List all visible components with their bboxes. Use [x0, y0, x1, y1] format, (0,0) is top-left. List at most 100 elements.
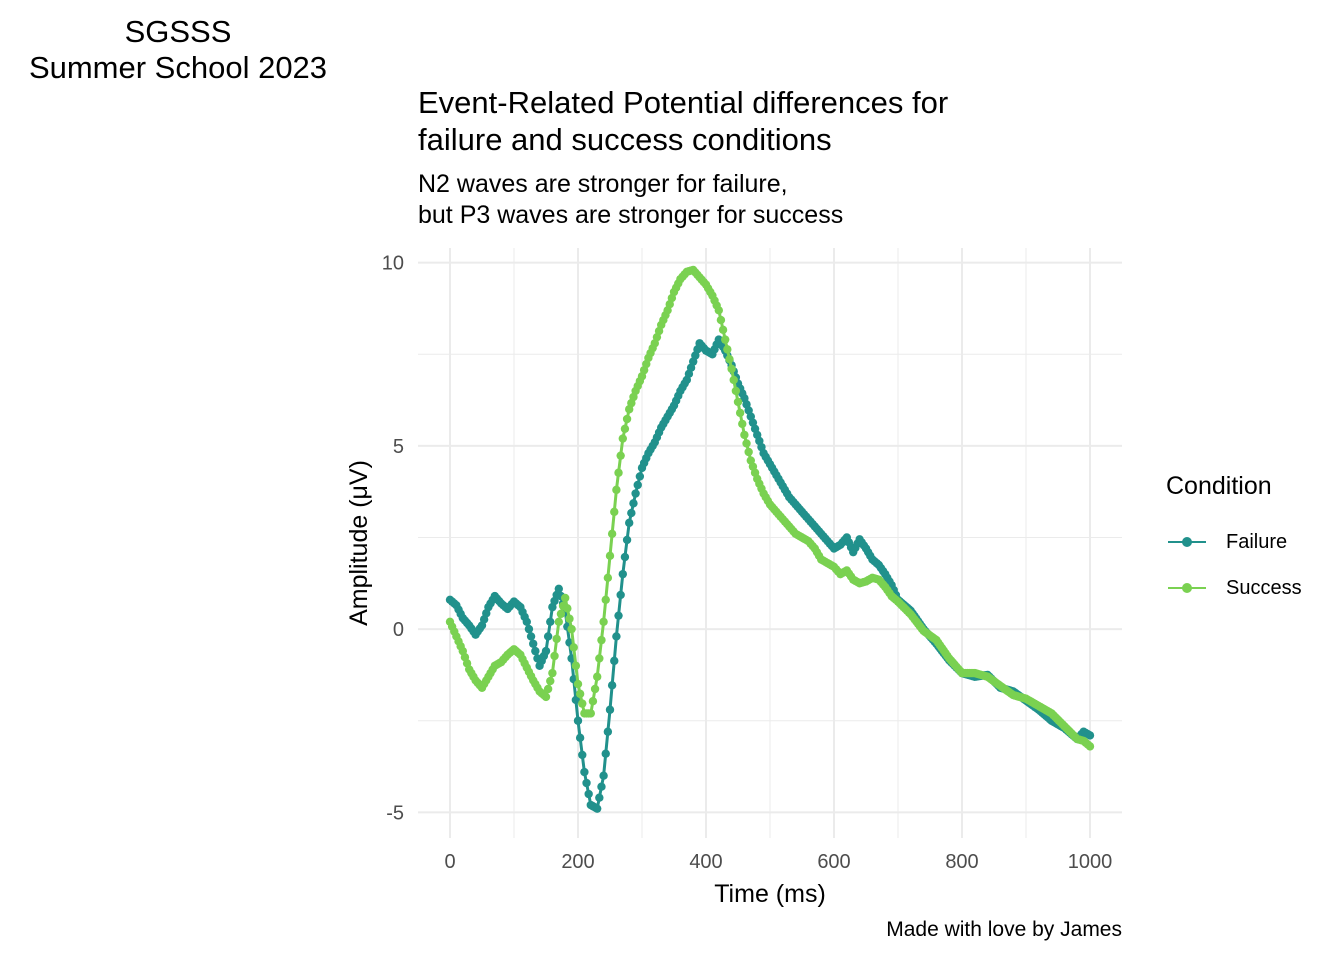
x-tick-label: 1000	[1068, 851, 1113, 873]
y-tick-label: 0	[393, 619, 404, 641]
data-point	[612, 485, 621, 495]
data-point	[1085, 742, 1095, 751]
data-point	[629, 499, 638, 508]
data-point	[610, 507, 619, 517]
data-point	[590, 684, 600, 694]
header-line-2: Summer School 2023	[28, 50, 328, 85]
chart-title-line-1: Event-Related Potential differences for	[418, 85, 949, 120]
data-point	[522, 617, 531, 626]
legend-key-success	[1166, 578, 1208, 598]
x-tick-label: 800	[945, 851, 978, 873]
data-point	[563, 604, 572, 613]
data-point	[580, 767, 589, 777]
legend-title: Condition	[1166, 472, 1272, 500]
data-point	[578, 750, 587, 760]
data-point	[610, 656, 619, 666]
chart-subtitle: N2 waves are stronger for failure, but P…	[418, 169, 843, 231]
data-point	[550, 651, 559, 661]
data-point	[603, 727, 613, 736]
data-point	[620, 552, 630, 562]
data-point	[588, 696, 598, 706]
data-point	[543, 632, 553, 641]
data-point	[541, 692, 551, 702]
data-point	[735, 408, 745, 418]
data-point	[725, 354, 734, 364]
data-point	[552, 634, 561, 644]
chart-title-line-2: failure and success conditions	[418, 122, 832, 157]
legend: Condition Failure Success	[1166, 472, 1302, 611]
data-point	[622, 414, 632, 424]
data-point	[556, 609, 566, 619]
data-point	[625, 518, 634, 528]
data-point	[524, 624, 534, 634]
data-point	[593, 804, 602, 813]
data-point	[605, 705, 615, 714]
data-point	[586, 709, 595, 718]
data-point	[627, 508, 636, 518]
data-point	[603, 573, 613, 583]
data-point	[612, 632, 621, 641]
data-point	[738, 419, 747, 429]
y-tick-label: 5	[393, 436, 404, 458]
data-point	[631, 489, 640, 498]
data-point	[605, 551, 615, 561]
header-line-1: SGSSS	[124, 14, 232, 49]
data-point	[554, 584, 563, 594]
data-point	[616, 590, 625, 600]
data-point	[718, 325, 728, 335]
header: SGSSS Summer School 2023	[0, 14, 356, 86]
data-point	[729, 375, 738, 385]
data-point	[744, 447, 753, 457]
data-point	[635, 472, 645, 481]
data-point	[721, 335, 730, 344]
data-point	[740, 430, 749, 440]
data-point	[595, 793, 604, 802]
data-point	[575, 733, 585, 743]
data-point	[529, 639, 538, 648]
data-point	[548, 668, 557, 678]
x-axis-title: Time (ms)	[714, 880, 826, 908]
caption: Made with love by James	[886, 918, 1122, 941]
data-point	[575, 689, 585, 699]
chart-subtitle-line-2: but P3 waves are stronger for success	[418, 201, 844, 229]
data-point	[565, 614, 574, 623]
data-point	[1085, 731, 1095, 740]
data-point	[541, 646, 551, 656]
series-layer	[445, 265, 1095, 813]
legend-label-failure: Failure	[1226, 530, 1288, 553]
data-point	[546, 617, 555, 626]
data-point	[601, 595, 610, 605]
data-point	[620, 424, 630, 433]
data-point	[614, 468, 623, 477]
data-point	[614, 611, 623, 620]
data-point	[607, 681, 617, 690]
data-point	[622, 535, 632, 545]
data-point	[599, 771, 608, 780]
data-point	[716, 315, 726, 325]
tick-labels: 0 200 400 600 800 1000 -5 0 5 10	[382, 253, 1113, 873]
legend-item-success: Success	[1166, 565, 1302, 611]
data-point	[571, 661, 581, 670]
data-point	[597, 635, 606, 645]
y-axis-title: Amplitude (μV)	[345, 460, 373, 626]
x-tick-label: 200	[561, 851, 594, 873]
data-point	[633, 480, 642, 490]
data-point	[531, 646, 540, 656]
data-point	[573, 716, 583, 725]
data-point	[561, 593, 570, 603]
data-point	[526, 632, 536, 641]
data-point	[607, 529, 617, 539]
data-point	[742, 439, 751, 448]
data-point	[567, 624, 576, 634]
data-point	[597, 782, 606, 791]
data-point	[618, 434, 627, 443]
data-point	[546, 676, 555, 686]
data-point	[733, 397, 743, 407]
data-point	[727, 364, 736, 374]
data-point	[569, 643, 578, 652]
data-point	[578, 699, 587, 708]
x-tick-label: 600	[817, 851, 850, 873]
data-point	[601, 749, 610, 758]
legend-key-failure	[1166, 532, 1208, 552]
